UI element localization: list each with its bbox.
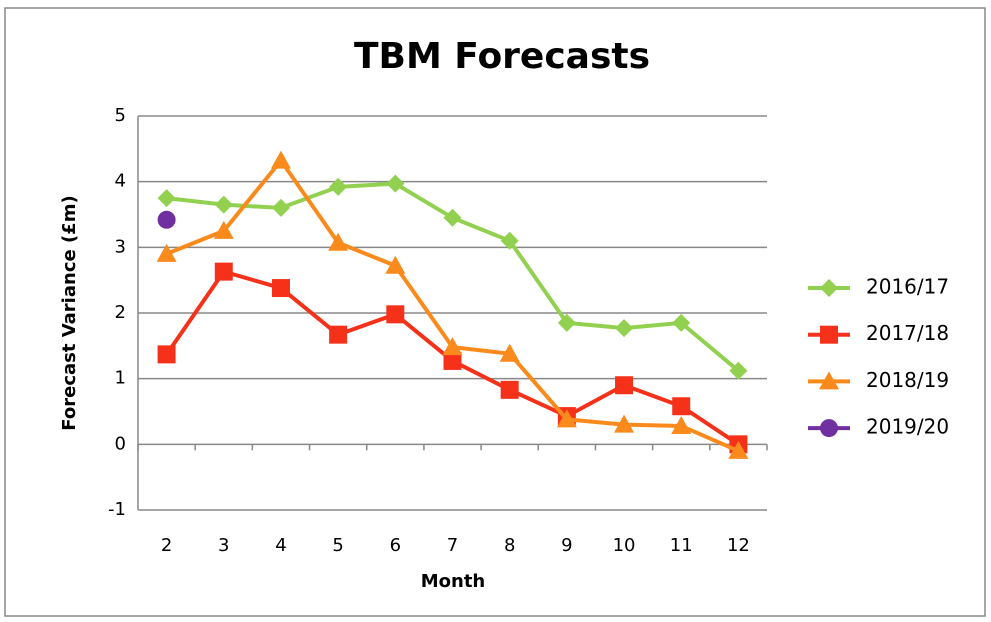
marker xyxy=(729,361,748,380)
x-axis-label: Month xyxy=(421,571,486,592)
x-tick-label: 3 xyxy=(218,535,229,556)
marker xyxy=(385,255,406,274)
legend-marker xyxy=(820,325,838,344)
marker xyxy=(499,343,520,362)
marker xyxy=(443,208,462,227)
marker xyxy=(271,198,290,217)
marker xyxy=(157,210,176,229)
marker xyxy=(615,376,634,395)
marker xyxy=(157,189,176,208)
marker xyxy=(500,380,519,399)
marker xyxy=(386,305,405,324)
y-tick-label: -1 xyxy=(108,499,126,520)
legend-label: 2018/19 xyxy=(866,368,949,392)
y-tick-label: 5 xyxy=(115,105,126,126)
y-tick-label: 3 xyxy=(115,236,126,257)
marker xyxy=(443,351,462,370)
y-tick-label: 1 xyxy=(115,368,126,389)
x-tick-label: 9 xyxy=(561,535,572,556)
marker xyxy=(556,409,577,428)
marker xyxy=(386,174,405,193)
marker xyxy=(614,414,635,433)
y-tick-label: 0 xyxy=(115,433,126,454)
legend-marker xyxy=(820,419,838,438)
chart-border xyxy=(4,7,986,617)
legend-label: 2017/18 xyxy=(866,321,949,345)
x-tick-label: 6 xyxy=(390,535,401,556)
x-tick-label: 7 xyxy=(447,535,458,556)
y-axis-label: Forecast Variance (£m) xyxy=(59,195,80,430)
chart-title: TBM Forecasts xyxy=(354,36,650,77)
legend-label: 2019/20 xyxy=(866,415,949,439)
marker xyxy=(156,243,177,262)
marker xyxy=(329,325,348,344)
marker xyxy=(557,313,576,332)
x-tick-label: 8 xyxy=(504,535,515,556)
x-tick-label: 11 xyxy=(670,535,693,556)
y-tick-label: 2 xyxy=(115,302,126,323)
marker xyxy=(500,231,519,250)
marker xyxy=(213,220,234,239)
marker xyxy=(157,345,176,364)
marker xyxy=(671,415,692,434)
x-tick-label: 2 xyxy=(161,535,172,556)
marker xyxy=(214,195,233,214)
marker xyxy=(328,232,349,251)
marker xyxy=(270,150,291,169)
marker xyxy=(728,440,749,459)
marker xyxy=(615,319,634,338)
x-tick-label: 5 xyxy=(332,535,343,556)
marker xyxy=(271,279,290,298)
x-tick-label: 12 xyxy=(727,535,750,556)
marker xyxy=(442,337,463,356)
marker xyxy=(672,397,691,416)
marker xyxy=(329,177,348,196)
legend-marker xyxy=(819,371,839,390)
x-tick-label: 4 xyxy=(275,535,286,556)
y-tick-label: 4 xyxy=(115,171,126,192)
marker xyxy=(672,313,691,332)
marker xyxy=(214,262,233,281)
x-tick-label: 10 xyxy=(613,535,636,556)
legend-label: 2016/17 xyxy=(866,275,949,299)
legend-marker xyxy=(820,279,838,297)
